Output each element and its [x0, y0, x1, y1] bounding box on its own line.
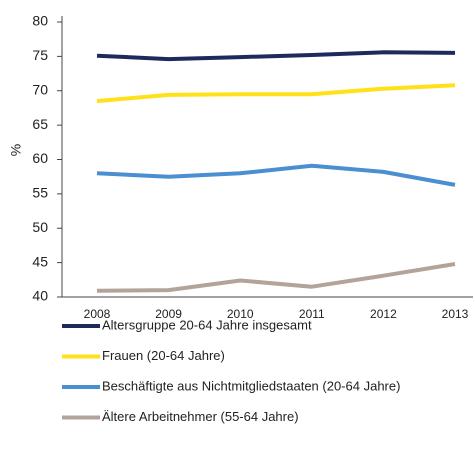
x-tick-label: 2011 [299, 307, 325, 321]
x-tick-label: 2012 [370, 307, 397, 321]
series-line [96, 83, 456, 104]
legend-label: Altersgruppe 20-64 Jahre insgesamt [102, 317, 312, 332]
series-line [96, 50, 456, 62]
x-tick-label: 2008 [84, 307, 111, 321]
legend-label: Frauen (20-64 Jahre) [102, 348, 225, 363]
y-tick-label: 60 [32, 150, 48, 166]
legend-label: Beschäftigte aus Nichtmitgliedstaaten (2… [102, 378, 400, 393]
y-tick-label: 50 [32, 219, 48, 235]
y-tick-label: 80 [32, 13, 48, 29]
y-tick-label: 40 [32, 288, 48, 304]
series-line [96, 262, 456, 293]
x-tick-label: 2013 [442, 307, 469, 321]
y-tick-label: 45 [32, 253, 48, 269]
series-line [96, 163, 456, 187]
x-tick-label: 2010 [227, 307, 254, 321]
x-tick-label: 2009 [155, 307, 182, 321]
y-tick-label: 70 [32, 81, 48, 97]
legend-label: Ältere Arbeitnehmer (55-64 Jahre) [102, 409, 299, 424]
y-tick-label: 75 [32, 47, 48, 63]
y-tick-label: 55 [32, 185, 48, 201]
y-axis-label: % [8, 144, 24, 156]
y-tick-label: 65 [32, 116, 48, 132]
